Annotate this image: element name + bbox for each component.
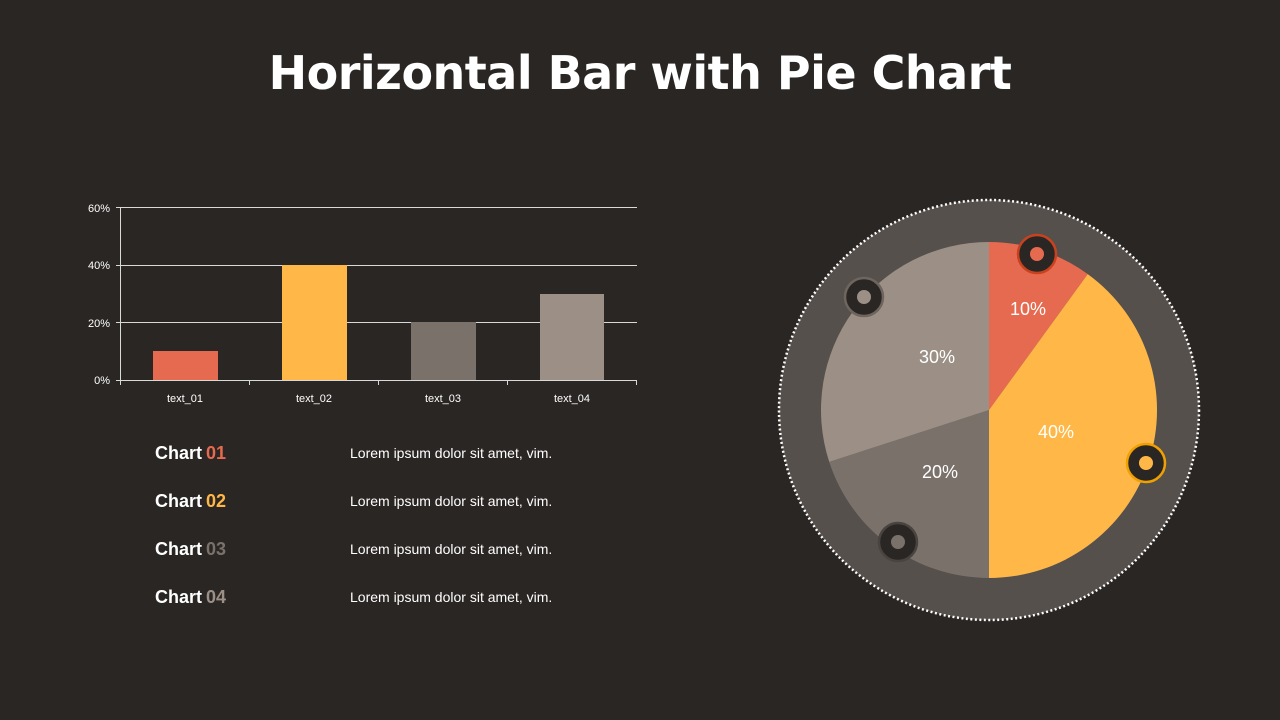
pie-slice-04	[820, 242, 989, 462]
dotted-outline	[777, 198, 1201, 622]
x-tick-label: text_03	[425, 393, 461, 405]
legend-item-03: Chart 03 Lorem ipsum dolor sit amet, vim.	[155, 539, 615, 563]
y-tick-label: 0%	[94, 375, 110, 387]
bar-text-01	[153, 351, 218, 380]
marker-01	[1016, 233, 1058, 275]
legend-description: Lorem ipsum dolor sit amet, vim.	[350, 541, 553, 557]
y-axis-labels: 0% 20% 40% 60%	[88, 203, 110, 387]
legend-label: Chart	[155, 443, 203, 463]
bar-text-03	[411, 322, 476, 380]
legend-number: 02	[206, 491, 227, 511]
x-axis-labels: text_01 text_02 text_03 text_04	[167, 393, 590, 405]
legend-description: Lorem ipsum dolor sit amet, vim.	[350, 589, 553, 605]
page-title: Horizontal Bar with Pie Chart	[268, 46, 1012, 100]
y-tick-label: 20%	[88, 318, 110, 330]
legend-item-01: Chart 01 Lorem ipsum dolor sit amet, vim.	[155, 443, 615, 467]
marker-03	[877, 521, 919, 563]
bar-text-02	[282, 265, 347, 380]
pie-slice-03	[829, 410, 989, 578]
legend-label: Chart	[155, 587, 203, 607]
pie-labels: 10% 40% 20% 30%	[919, 299, 1074, 482]
pie-label-03: 20%	[922, 462, 958, 482]
legend-number: 04	[206, 587, 227, 607]
legend-label: Chart	[155, 539, 203, 559]
x-tick-label: text_02	[296, 393, 332, 405]
legend-description: Lorem ipsum dolor sit amet, vim.	[350, 445, 553, 461]
legend-number: 03	[206, 539, 227, 559]
legend-label: Chart	[155, 491, 203, 511]
marker-02	[1125, 442, 1167, 484]
axes	[116, 207, 637, 385]
bar-text-04	[540, 294, 604, 380]
pie-label-01: 10%	[1010, 299, 1046, 319]
pie-label-02: 40%	[1038, 422, 1074, 442]
bars	[153, 265, 604, 380]
bar-chart: 0% 20% 40% 60% text_01 text_02 text_03 t…	[88, 203, 637, 405]
y-tick-label: 40%	[88, 260, 110, 272]
marker-04	[843, 276, 885, 318]
x-tick-label: text_01	[167, 393, 203, 405]
legend-item-04: Chart 04 Lorem ipsum dolor sit amet, vim.	[155, 587, 615, 611]
x-tick-label: text_04	[554, 393, 590, 405]
legend-number: 01	[206, 443, 227, 463]
y-tick-label: 60%	[88, 203, 110, 215]
pie-label-04: 30%	[919, 347, 955, 367]
pie-slice-02	[989, 274, 1158, 578]
pie-slice-01	[989, 242, 1088, 410]
legend-item-02: Chart 02 Lorem ipsum dolor sit amet, vim.	[155, 491, 615, 515]
legend-description: Lorem ipsum dolor sit amet, vim.	[350, 493, 553, 509]
pie-chart: 10% 40% 20% 30%	[777, 198, 1201, 622]
